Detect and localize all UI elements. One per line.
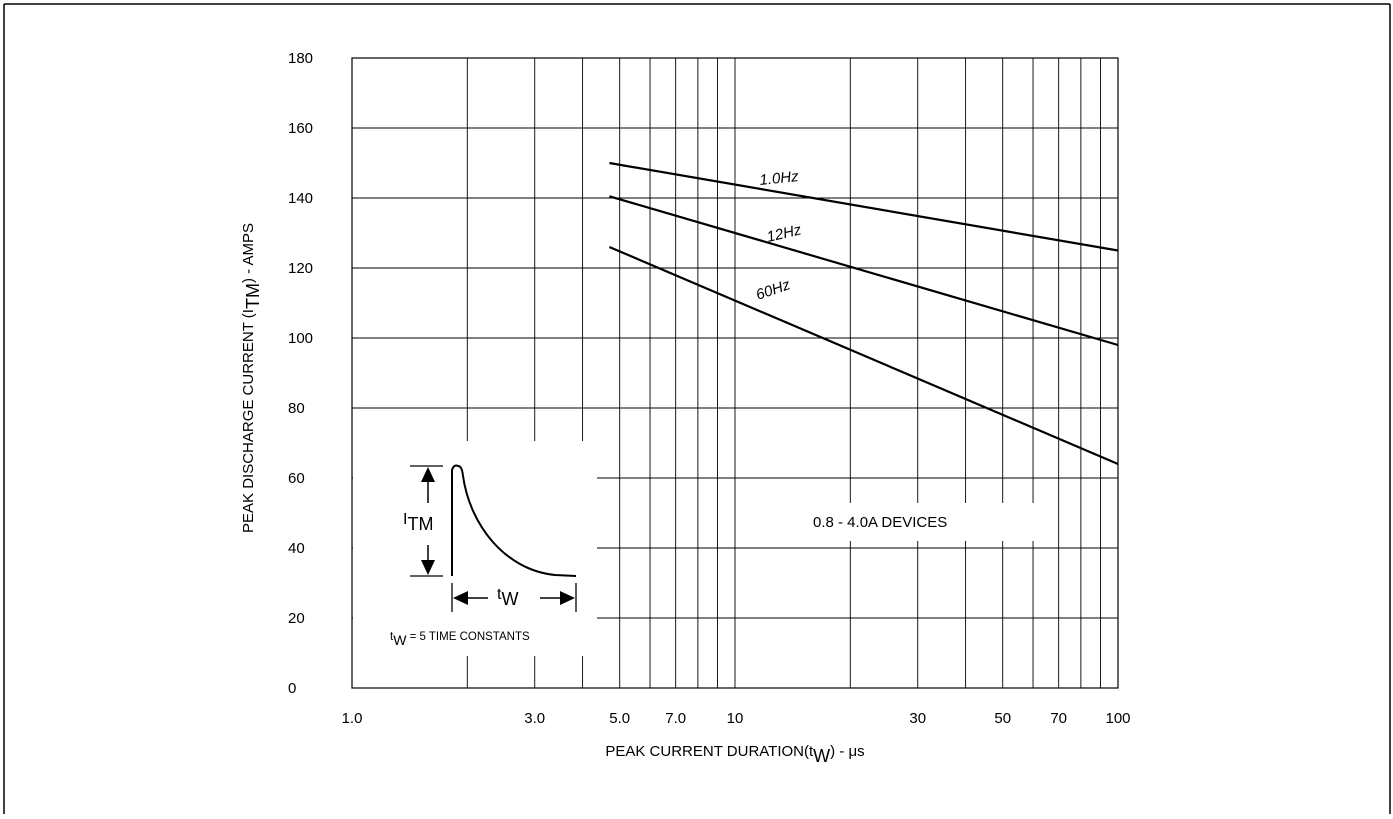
x-tick-label: 70 <box>1050 710 1067 727</box>
series-label-1hz: 1.0Hz <box>759 168 800 189</box>
inset-caption: tW = 5 TIME CONSTANTS <box>390 631 530 648</box>
inset-itm-arrow-down-head <box>421 560 435 575</box>
inset-tw-label: tW <box>497 586 518 609</box>
inset-pulse-diagram: ITM tW tW = 5 TIME CONSTANTS <box>390 464 577 648</box>
y-tick-label: 180 <box>288 50 313 67</box>
series-line <box>609 195 1119 347</box>
x-tick-label: 50 <box>994 710 1011 727</box>
inset-itm-label: ITM <box>403 511 433 534</box>
x-tick-label: 7.0 <box>665 710 686 727</box>
y-tick-label: 0 <box>288 680 296 697</box>
y-tick-label: 120 <box>288 260 313 277</box>
annotation-box <box>798 503 1040 541</box>
inset-pulse-waveform <box>451 464 577 577</box>
x-tick-label: 1.0 <box>342 710 363 727</box>
x-tick-label: 30 <box>909 710 926 727</box>
y-tick-label: 60 <box>288 470 305 487</box>
y-tick-label: 160 <box>288 120 313 137</box>
inset-tw-arrow-right-head <box>560 591 575 605</box>
y-tick-label: 20 <box>288 610 305 627</box>
inset-itm-arrow-up-head <box>421 467 435 482</box>
y-tick-label: 40 <box>288 540 305 557</box>
x-tick-labels: 1.0 3.0 5.0 7.0 10 30 50 70 100 <box>342 710 1131 727</box>
y-tick-label: 80 <box>288 400 305 417</box>
inset-background <box>353 441 597 656</box>
y-tick-label: 140 <box>288 190 313 207</box>
annotation-devices: 0.8 - 4.0A DEVICES <box>813 514 947 531</box>
series-line <box>609 161 1119 252</box>
inset-tw-arrow-left-head <box>453 591 468 605</box>
x-tick-label: 10 <box>727 710 744 727</box>
x-tick-label: 100 <box>1105 710 1130 727</box>
y-axis-title: PEAK DISCHARGE CURRENT (ITM) - AMPS <box>240 223 263 533</box>
plot-area-border <box>351 57 1119 689</box>
y-tick-label: 100 <box>288 330 313 347</box>
x-axis-title: PEAK CURRENT DURATION(tW) - μs <box>605 743 864 766</box>
series-lines <box>608 161 1119 466</box>
x-tick-label: 5.0 <box>609 710 630 727</box>
series-label-12hz: 12Hz <box>765 221 803 246</box>
x-tick-label: 3.0 <box>524 710 545 727</box>
series-label-60hz: 60Hz <box>754 276 793 304</box>
series-line <box>608 245 1119 466</box>
y-tick-labels: 0 20 40 60 80 100 120 140 160 180 <box>288 50 313 697</box>
